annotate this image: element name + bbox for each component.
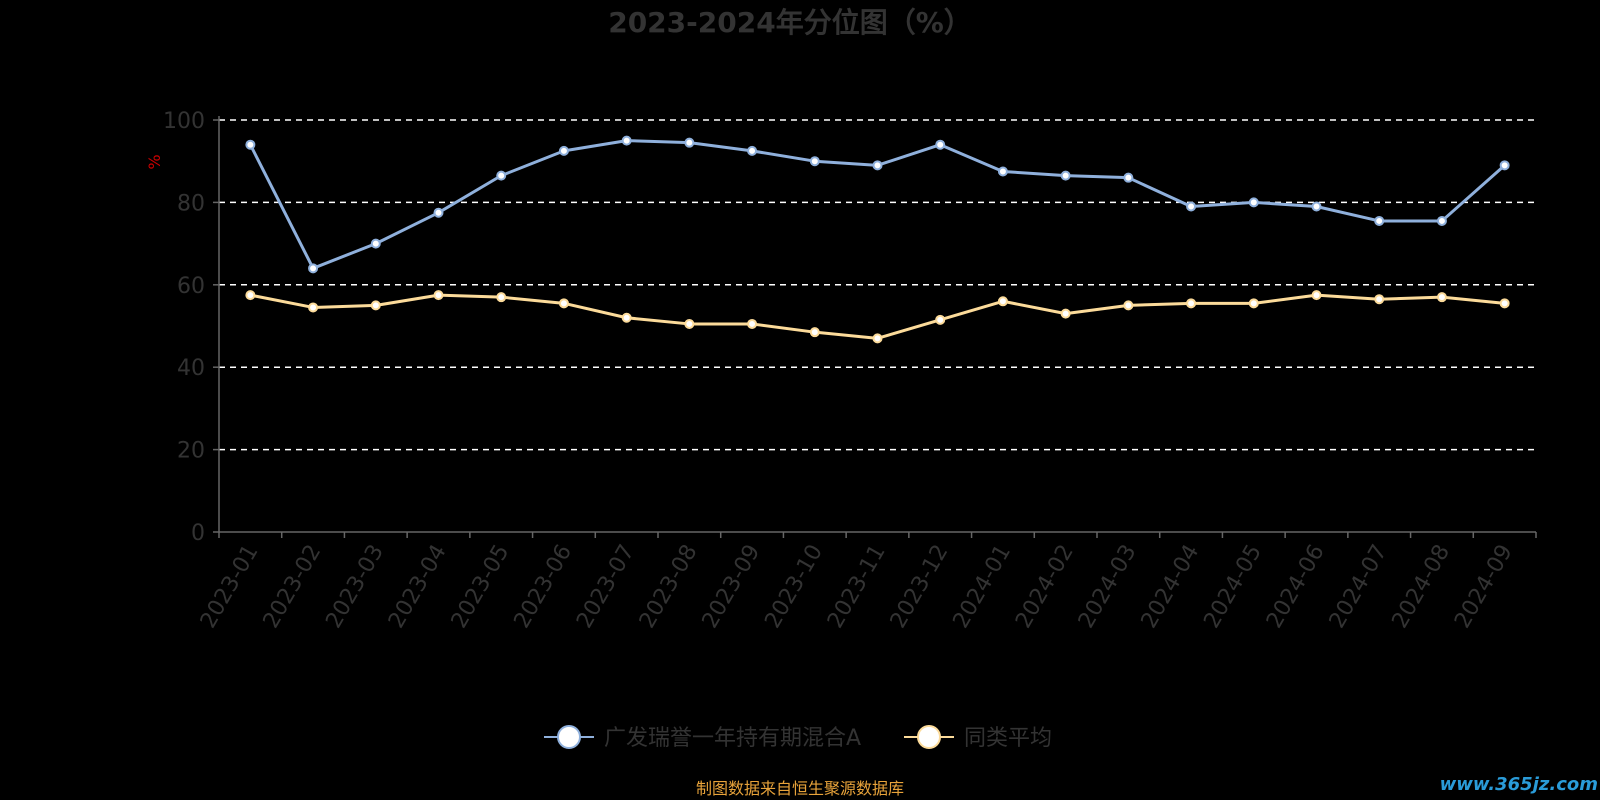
x-tick-label: 2023-11 bbox=[823, 541, 891, 633]
x-tick-label: 2024-04 bbox=[1137, 541, 1205, 633]
x-tick-label: 2024-06 bbox=[1262, 541, 1330, 633]
series-0-point-2024-02[interactable] bbox=[1060, 170, 1071, 181]
x-tick-label: 2024-09 bbox=[1450, 541, 1518, 633]
y-tick-label: 80 bbox=[177, 191, 205, 216]
series-1-point-2023-11[interactable] bbox=[872, 333, 883, 344]
legend-item-0[interactable]: 广发瑞誉一年持有期混合A bbox=[544, 725, 861, 751]
data-source-note: 制图数据来自恒生聚源数据库 bbox=[696, 779, 904, 798]
series-0-point-2023-09[interactable] bbox=[747, 145, 758, 156]
x-tick-label: 2024-05 bbox=[1199, 541, 1267, 633]
x-tick-label: 2023-07 bbox=[572, 541, 640, 633]
series-1-point-2023-08[interactable] bbox=[684, 318, 695, 329]
x-tick-label: 2023-06 bbox=[510, 541, 578, 633]
series-1-point-2024-05[interactable] bbox=[1248, 298, 1259, 309]
legend-item-1[interactable]: 同类平均 bbox=[904, 725, 1052, 751]
series-1-point-2023-09[interactable] bbox=[747, 318, 758, 329]
series-0-point-2023-03[interactable] bbox=[370, 238, 381, 249]
series-1-point-2024-03[interactable] bbox=[1123, 300, 1134, 311]
y-axis-unit: % bbox=[145, 154, 164, 169]
series-layer bbox=[245, 135, 1510, 344]
series-0-point-2024-07[interactable] bbox=[1374, 215, 1385, 226]
series-0-point-2023-07[interactable] bbox=[621, 135, 632, 146]
legend-marker-swatch bbox=[557, 725, 581, 749]
series-0-point-2024-04[interactable] bbox=[1186, 201, 1197, 212]
x-tick-label: 2024-07 bbox=[1325, 541, 1393, 633]
series-1-point-2023-10[interactable] bbox=[809, 327, 820, 338]
series-1-point-2024-01[interactable] bbox=[997, 296, 1008, 307]
series-1-point-2023-07[interactable] bbox=[621, 312, 632, 323]
axis-layer: 0 20 40 60 80 100 2023-012023-022023-032023-04… bbox=[163, 109, 1537, 633]
series-1-point-2023-02[interactable] bbox=[308, 302, 319, 313]
x-tick-label: 2023-02 bbox=[259, 541, 327, 633]
series-0-point-2023-02[interactable] bbox=[308, 263, 319, 274]
x-tick-label: 2023-08 bbox=[635, 541, 703, 633]
series-0-point-2023-06[interactable] bbox=[558, 145, 569, 156]
y-tick-label: 0 bbox=[191, 521, 205, 546]
x-tick-label: 2023-05 bbox=[447, 541, 515, 633]
x-tick-label: 2024-03 bbox=[1074, 541, 1142, 633]
series-0-point-2023-05[interactable] bbox=[496, 170, 507, 181]
series-0-point-2024-01[interactable] bbox=[997, 166, 1008, 177]
legend-marker-swatch bbox=[917, 725, 941, 749]
x-tick-label: 2023-03 bbox=[321, 541, 389, 633]
x-tick-label: 2023-09 bbox=[698, 541, 766, 633]
series-1-point-2023-05[interactable] bbox=[496, 292, 507, 303]
x-tick-label: 2023-04 bbox=[384, 541, 452, 633]
series-1-point-2024-09[interactable] bbox=[1499, 298, 1510, 309]
series-1-point-2023-06[interactable] bbox=[558, 298, 569, 309]
watermark: www.365jz.com bbox=[1440, 774, 1598, 795]
legend-label: 同类平均 bbox=[964, 726, 1052, 751]
legend-label: 广发瑞誉一年持有期混合A bbox=[604, 726, 861, 751]
legend[interactable]: 广发瑞誉一年持有期混合A 同类平均 bbox=[544, 725, 1052, 751]
series-0-point-2024-08[interactable] bbox=[1436, 215, 1447, 226]
series-0-point-2024-05[interactable] bbox=[1248, 197, 1259, 208]
x-tick-label: 2023-10 bbox=[760, 541, 828, 633]
series-1-point-2023-04[interactable] bbox=[433, 290, 444, 301]
series-1-point-2023-12[interactable] bbox=[935, 314, 946, 325]
series-0-point-2024-09[interactable] bbox=[1499, 160, 1510, 171]
x-tick-label: 2023-12 bbox=[886, 541, 954, 633]
series-1-point-2024-07[interactable] bbox=[1374, 294, 1385, 305]
series-0-point-2023-10[interactable] bbox=[809, 156, 820, 167]
y-tick-label: 60 bbox=[177, 274, 205, 299]
series-1-point-2024-02[interactable] bbox=[1060, 308, 1071, 319]
series-0-point-2024-06[interactable] bbox=[1311, 201, 1322, 212]
series-0-point-2023-08[interactable] bbox=[684, 137, 695, 148]
x-tick-label: 2023-01 bbox=[196, 541, 264, 633]
series-0-point-2024-03[interactable] bbox=[1123, 172, 1134, 183]
y-tick-label: 100 bbox=[163, 109, 205, 134]
series-1-point-2023-01[interactable] bbox=[245, 290, 256, 301]
series-0-point-2023-12[interactable] bbox=[935, 139, 946, 150]
x-tick-label: 2024-02 bbox=[1011, 541, 1079, 633]
series-line-1 bbox=[250, 293, 1505, 340]
chart-title: 2023-2024年分位图（%） bbox=[608, 6, 972, 39]
series-0-point-2023-01[interactable] bbox=[245, 139, 256, 150]
x-tick-label: 2024-08 bbox=[1388, 541, 1456, 633]
series-0-point-2023-04[interactable] bbox=[433, 207, 444, 218]
x-tick-label: 2024-01 bbox=[949, 541, 1017, 633]
y-tick-label: 20 bbox=[177, 439, 205, 464]
series-1-point-2024-06[interactable] bbox=[1311, 290, 1322, 301]
series-1-point-2024-08[interactable] bbox=[1436, 292, 1447, 303]
series-0-point-2023-11[interactable] bbox=[872, 160, 883, 171]
y-tick-label: 40 bbox=[177, 356, 205, 381]
series-1-point-2023-03[interactable] bbox=[370, 300, 381, 311]
series-1-point-2024-04[interactable] bbox=[1186, 298, 1197, 309]
